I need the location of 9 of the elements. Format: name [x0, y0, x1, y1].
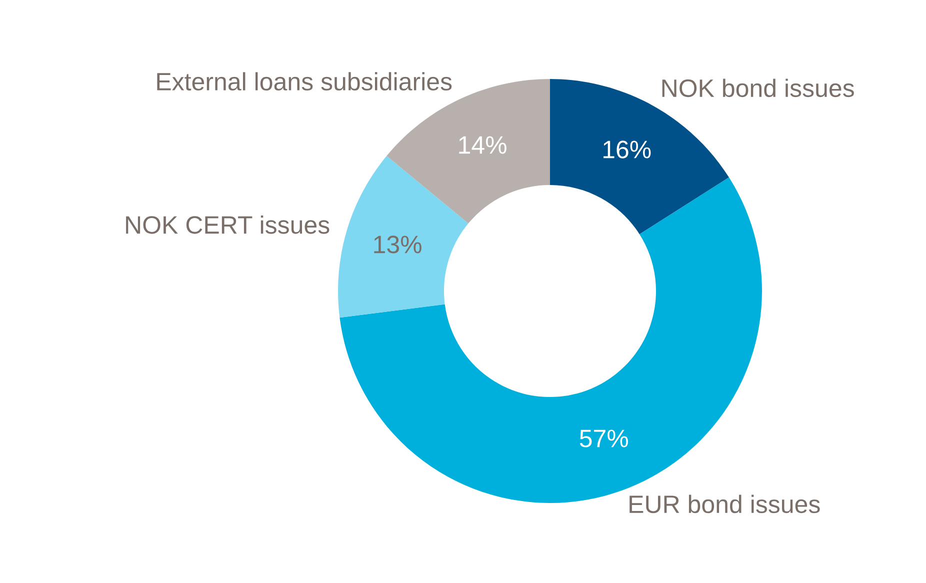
data-label: 14% [459, 136, 506, 154]
donut-slice [338, 156, 468, 318]
slice-label: NOK CERT issues [126, 215, 330, 234]
data-label: 16% [603, 140, 651, 158]
slice-label: EUR bond issues [630, 494, 820, 514]
slice-label: External loans subsidiaries [157, 72, 452, 91]
data-label: 57% [580, 430, 628, 448]
data-label: 13% [374, 236, 422, 254]
slice-label: NOK bond issues [662, 78, 854, 98]
